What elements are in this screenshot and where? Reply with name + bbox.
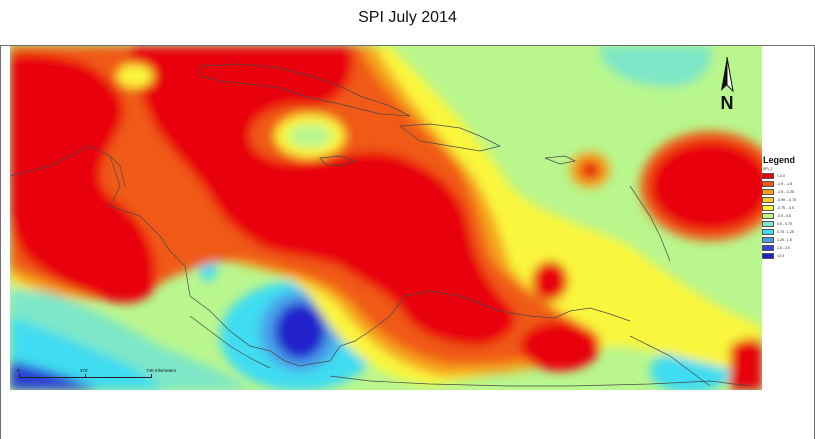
legend-items: <-2.0 -1.9 - -1.5 -1.5 - -1.25 -0.99 - -0.7… [762,172,814,260]
legend-label: -0.5 - 0.5 [777,214,792,218]
legend-label: -0.99 - -0.75 [777,198,797,202]
legend-swatch [762,205,774,211]
legend-swatch [762,221,774,227]
scale-label-740: 740 Kilometers [146,368,177,373]
scale-tick [19,374,20,378]
legend-item: -0.75 - -0.5 [762,204,814,212]
legend-swatch [762,181,774,187]
legend-item: >2.0 [762,252,814,260]
legend-item: -1.5 - -1.25 [762,188,814,196]
zone-extreme-dry-island [532,261,568,301]
legend-label: <-2.0 [777,174,786,178]
legend-swatch [762,213,774,219]
scale-tick [151,374,152,378]
legend-field: SPI_J [763,167,773,171]
legend-item: <-2.0 [762,172,814,180]
frame-top [0,45,815,46]
scale-tick [85,374,86,378]
legend-swatch [762,253,774,259]
zone-dry-southeast [730,338,762,390]
spi-map [10,46,762,390]
zone-extreme-dry-south [520,321,600,371]
legend-swatch [762,229,774,235]
legend-label: -1.5 - -1.25 [777,190,795,194]
legend-swatch [762,245,774,251]
north-arrow-icon: N [721,56,734,113]
legend-label: -0.75 - -0.5 [777,206,795,210]
north-label: N [721,93,734,113]
coastlines [10,63,751,387]
legend-item: 1.5 - 2.0 [762,244,814,252]
legend-swatch [762,173,774,179]
legend: Legend SPI_J <-2.0 -1.9 - -1.5 -1.5 - -1.2… [762,155,814,260]
legend-swatch [762,189,774,195]
zone-near-normal-hole [288,124,332,148]
frame-left [0,45,1,439]
legend-swatch [762,237,774,243]
zone-wet-northeast [600,46,711,86]
legend-label: 1.5 - 2.0 [777,246,790,250]
legend-label: 0.5 - 0.75 [777,222,792,226]
legend-label: 0.75 - 1.25 [777,230,794,234]
legend-swatch [762,197,774,203]
legend-item: -0.5 - 0.5 [762,212,814,220]
zone-extreme-dry-west [10,54,156,303]
zone-wet-central-core [275,303,325,359]
map-title: SPI July 2014 [358,9,457,26]
legend-item: -0.99 - -0.75 [762,196,814,204]
zone-wet-southwest-core [10,361,100,390]
zone-dry-pr-core [580,161,600,179]
zone-dry-east-core [650,141,762,231]
legend-item: 0.5 - 0.75 [762,220,814,228]
legend-item: 0.75 - 1.25 [762,228,814,236]
scale-bar: 0 370 740 Kilometers [12,368,212,382]
legend-item: 1.25 - 1.5 [762,236,814,244]
zone-moderate-bubble [117,64,153,88]
legend-item: -1.9 - -1.5 [762,180,814,188]
legend-label: -1.9 - -1.5 [777,182,793,186]
scale-label-0: 0 [17,368,20,373]
legend-label: >2.0 [777,254,784,258]
zone-extreme-dry-central [130,46,516,346]
legend-label: 1.25 - 1.5 [777,238,792,242]
scale-label-370: 370 [80,368,88,373]
legend-title: Legend [763,155,796,165]
